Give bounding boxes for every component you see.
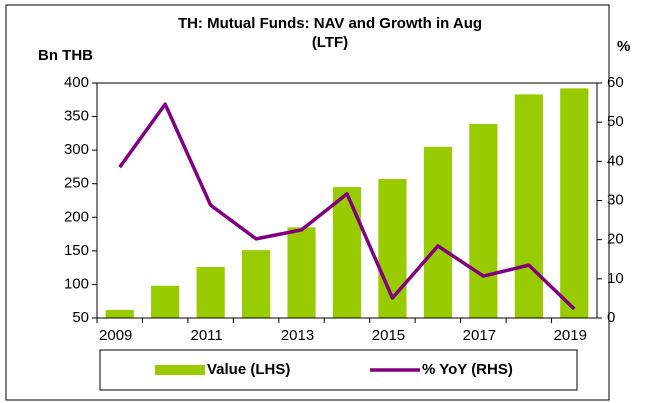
bar [514,94,543,319]
x-tick-label: 2017 [463,327,496,344]
y-tick-label: 300 [64,141,89,158]
legend-box [99,349,578,391]
y2-tick-label: 40 [607,152,624,169]
bar [560,88,589,318]
bar [242,250,271,318]
y-tick-label: 250 [64,175,89,192]
y-tick-label: 350 [64,108,89,125]
x-tick-label: 2009 [99,327,132,344]
legend-label: % YoY (RHS) [422,361,513,378]
chart-title: (LTF) [312,34,348,51]
x-tick-label: 2013 [281,327,314,344]
bar [469,123,498,318]
y2-tick-label: 50 [607,113,624,130]
y2-tick-label: 30 [607,191,624,208]
bar [105,309,134,318]
y-axis-label: Bn THB [38,47,93,64]
y2-tick-label: 10 [607,270,624,287]
bar [287,227,316,318]
y2-tick-label: 60 [607,74,624,91]
y2-tick-label: 20 [607,231,624,248]
y-tick-label: 100 [64,275,89,292]
y-tick-label: 50 [72,309,89,326]
y2-axis-label: % [617,38,630,55]
y-tick-label: 400 [64,74,89,91]
x-tick-label: 2011 [191,327,223,344]
bar [332,187,362,318]
line [118,102,576,311]
x-tick-label: 2019 [554,327,587,344]
y-tick-label: 150 [64,242,89,259]
chart-frame [5,4,610,401]
bar [196,266,225,318]
legend-swatch [155,365,205,375]
y2-tick-label: 0 [607,309,615,326]
bar [151,285,180,318]
legend-label: Value (LHS) [207,361,290,378]
chart-title: TH: Mutual Funds: NAV and Growth in Aug [178,15,482,32]
y-tick-label: 200 [64,208,89,225]
x-tick-label: 2015 [372,327,405,344]
bar [423,146,452,318]
